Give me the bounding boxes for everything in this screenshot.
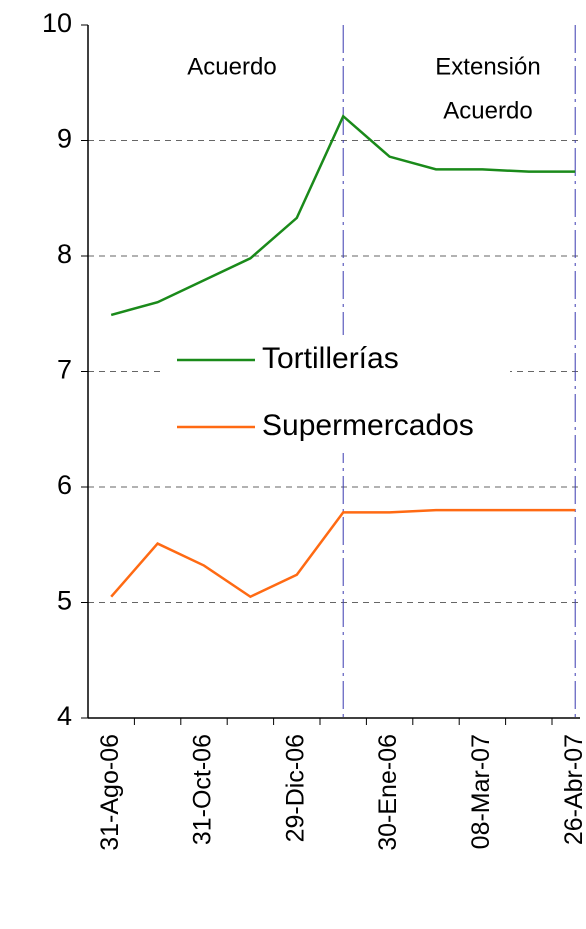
x-tick-label: 08-Mar-07: [467, 734, 495, 849]
legend-label: Supermercados: [262, 409, 474, 442]
x-tick-label: 31-Ago-06: [96, 734, 124, 851]
x-tick-label: 26-Abr-07: [560, 734, 586, 845]
legend-box: [160, 335, 510, 453]
series-line: [110, 508, 576, 599]
legend-label: Tortillerías: [262, 342, 399, 375]
annotation: Acuerdo: [187, 53, 276, 80]
x-tick-label: 30-Ene-06: [374, 734, 402, 851]
x-tick-label: 31-Oct-06: [189, 734, 217, 845]
y-tick-label: 7: [57, 355, 72, 385]
y-tick-label: 10: [42, 8, 72, 38]
series-line: [110, 114, 576, 317]
annotation: Extensión: [435, 53, 540, 80]
y-tick-label: 8: [57, 239, 72, 269]
y-tick-label: 4: [57, 701, 72, 731]
y-tick-label: 6: [57, 470, 72, 500]
x-tick-label: 29-Dic-06: [281, 734, 309, 842]
y-tick-label: 5: [57, 586, 72, 616]
y-tick-label: 9: [57, 124, 72, 154]
annotation: Acuerdo: [443, 97, 532, 124]
